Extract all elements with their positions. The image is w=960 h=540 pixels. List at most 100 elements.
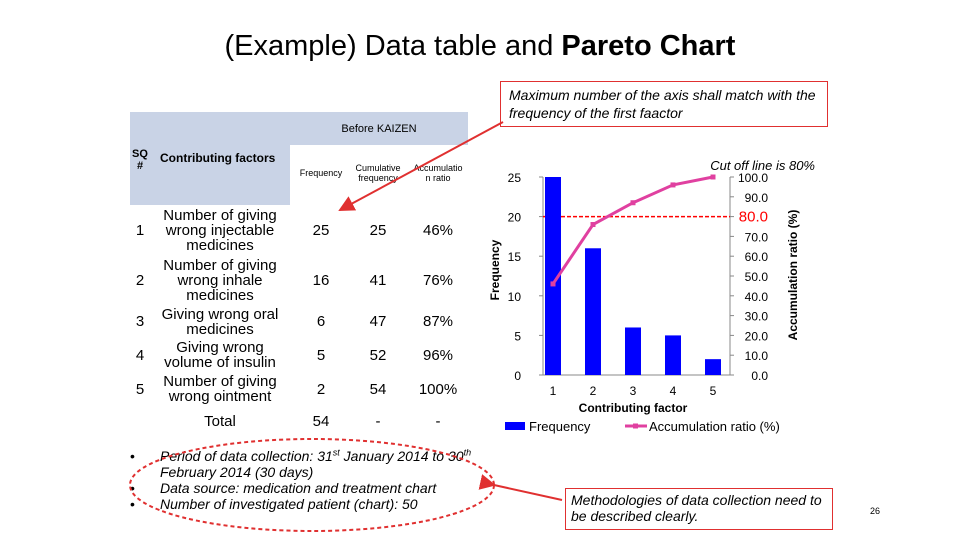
table-cell: 5	[135, 380, 145, 398]
note: • Period of data collection: 31st January…	[130, 448, 475, 480]
bullet: •	[130, 448, 135, 464]
note: • Data source: medication and treatment c…	[130, 480, 475, 496]
notes: • Period of data collection: 31st January…	[130, 448, 475, 512]
table-cell: 96%	[422, 346, 454, 364]
table-cell: 46%	[422, 221, 454, 239]
table-cell: 5	[316, 346, 326, 364]
y-tick-label: 10	[508, 290, 522, 304]
table-cell: 100%	[418, 380, 458, 398]
title-plain: (Example) Data table and	[224, 30, 562, 62]
x-tick-label: 1	[550, 384, 557, 398]
y2-tick-label: 70.0	[745, 230, 769, 244]
y2-tick-label: 10.0	[745, 349, 769, 363]
table-cell: 6	[316, 313, 326, 330]
factor-cell: Number of giving wrong injectable medici…	[163, 206, 277, 254]
table-cell: 87%	[422, 313, 454, 330]
note-text: Number of investigated patient (chart): …	[160, 496, 418, 512]
y-tick-label: 5	[514, 329, 521, 343]
y-axis-title: Frequency	[488, 239, 502, 300]
table-cell: 76%	[422, 271, 454, 289]
note-sup: st	[332, 447, 340, 458]
factor-cell: Number of giving wrong ointment	[163, 373, 277, 405]
callout-arrow	[338, 121, 504, 211]
note-text: February 2014 (30 days)	[160, 448, 475, 480]
line-marker	[710, 174, 716, 180]
bar	[665, 335, 681, 375]
total-cell: -	[375, 413, 381, 430]
col-header: SQ #	[132, 148, 148, 172]
line-marker	[550, 281, 556, 287]
callout-arrow	[478, 474, 563, 501]
bullet: •	[130, 480, 135, 496]
note-text: Period of data collection: 31	[160, 448, 333, 464]
y-tick-label: 15	[508, 250, 522, 264]
table-cell: 2	[135, 271, 145, 289]
x-axis-title: Contributing factor	[579, 401, 688, 415]
callout-ellipse	[129, 438, 495, 532]
note-text: Data source: medication and treatment ch…	[160, 480, 437, 496]
x-tick-label: 3	[630, 384, 637, 398]
factor-cell: Number of giving wrong inhale medicines	[163, 256, 277, 304]
line	[551, 175, 714, 285]
callout-box: Maximum number of the axis shall match w…	[500, 81, 828, 127]
title-bold: Pareto Chart	[561, 30, 736, 62]
table-cell: 52	[369, 346, 387, 364]
total-cell: 54	[312, 413, 330, 430]
factor-cell: Giving wrong volume of insulin	[164, 339, 276, 371]
annotation: Cut off line is 80%	[710, 158, 815, 173]
y2-axis-title: Accumulation ratio (%)	[786, 210, 800, 341]
y2-tick-label: 0.0	[751, 369, 768, 383]
legend-label: Accumulation ratio (%)	[649, 419, 780, 434]
y-tick-label: 0	[514, 369, 521, 383]
table-cell: 41	[369, 271, 387, 289]
note-sup: th	[463, 447, 472, 458]
legend-swatch	[505, 422, 525, 430]
group-header: Before KAIZEN	[341, 122, 417, 135]
table-cell: 47	[369, 313, 387, 330]
y2-tick-label: 40.0	[745, 290, 769, 304]
bullet: •	[130, 496, 135, 512]
table-cell: 25	[312, 221, 330, 239]
y2-tick-label: 80.0	[739, 209, 768, 226]
line-marker	[630, 200, 636, 206]
table-cell: 1	[135, 221, 145, 239]
table-cell: 16	[312, 271, 330, 289]
y2-tick-label: 60.0	[745, 250, 769, 264]
y2-tick-label: 20.0	[745, 329, 769, 343]
table-cell: 2	[316, 380, 326, 398]
col-header: Cumulative frequency	[355, 163, 401, 183]
y2-tick-label: 30.0	[745, 310, 769, 324]
col-header: Frequency	[299, 168, 343, 178]
table-cell: 54	[369, 380, 387, 398]
table-cell: 25	[369, 221, 387, 239]
line-marker	[590, 222, 596, 228]
table-cell: 4	[135, 346, 145, 364]
bar	[585, 248, 601, 375]
x-tick-label: 5	[710, 384, 717, 398]
y-tick-label: 20	[508, 211, 522, 225]
factor-cell: Giving wrong oral medicines	[161, 305, 279, 338]
bar	[625, 327, 641, 375]
note-text: January 2014 to 30	[339, 448, 464, 464]
col-header: Accumulatio n ratio	[413, 163, 463, 183]
bar	[705, 359, 721, 375]
note: • Number of investigated patient (chart):…	[130, 496, 475, 512]
legend-label: Frequency	[529, 419, 591, 434]
col-header: Contributing factors	[160, 150, 276, 165]
total-cell: Total	[204, 413, 236, 430]
table-cell: 3	[135, 313, 145, 330]
callout-box: Methodologies of data collection need to…	[565, 488, 833, 530]
y-tick-label: 25	[508, 171, 522, 185]
x-tick-label: 4	[670, 384, 677, 398]
table-header-left	[130, 112, 290, 205]
total-cell: -	[435, 413, 441, 430]
line-marker	[670, 182, 676, 188]
y2-tick-label: 100.0	[738, 171, 768, 185]
x-tick-label: 2	[590, 384, 597, 398]
legend-swatch	[633, 423, 638, 429]
slide-title: (Example) Data table and Pareto Chart	[0, 30, 960, 63]
y2-tick-label: 90.0	[745, 191, 769, 205]
page-number: 26	[870, 506, 881, 516]
